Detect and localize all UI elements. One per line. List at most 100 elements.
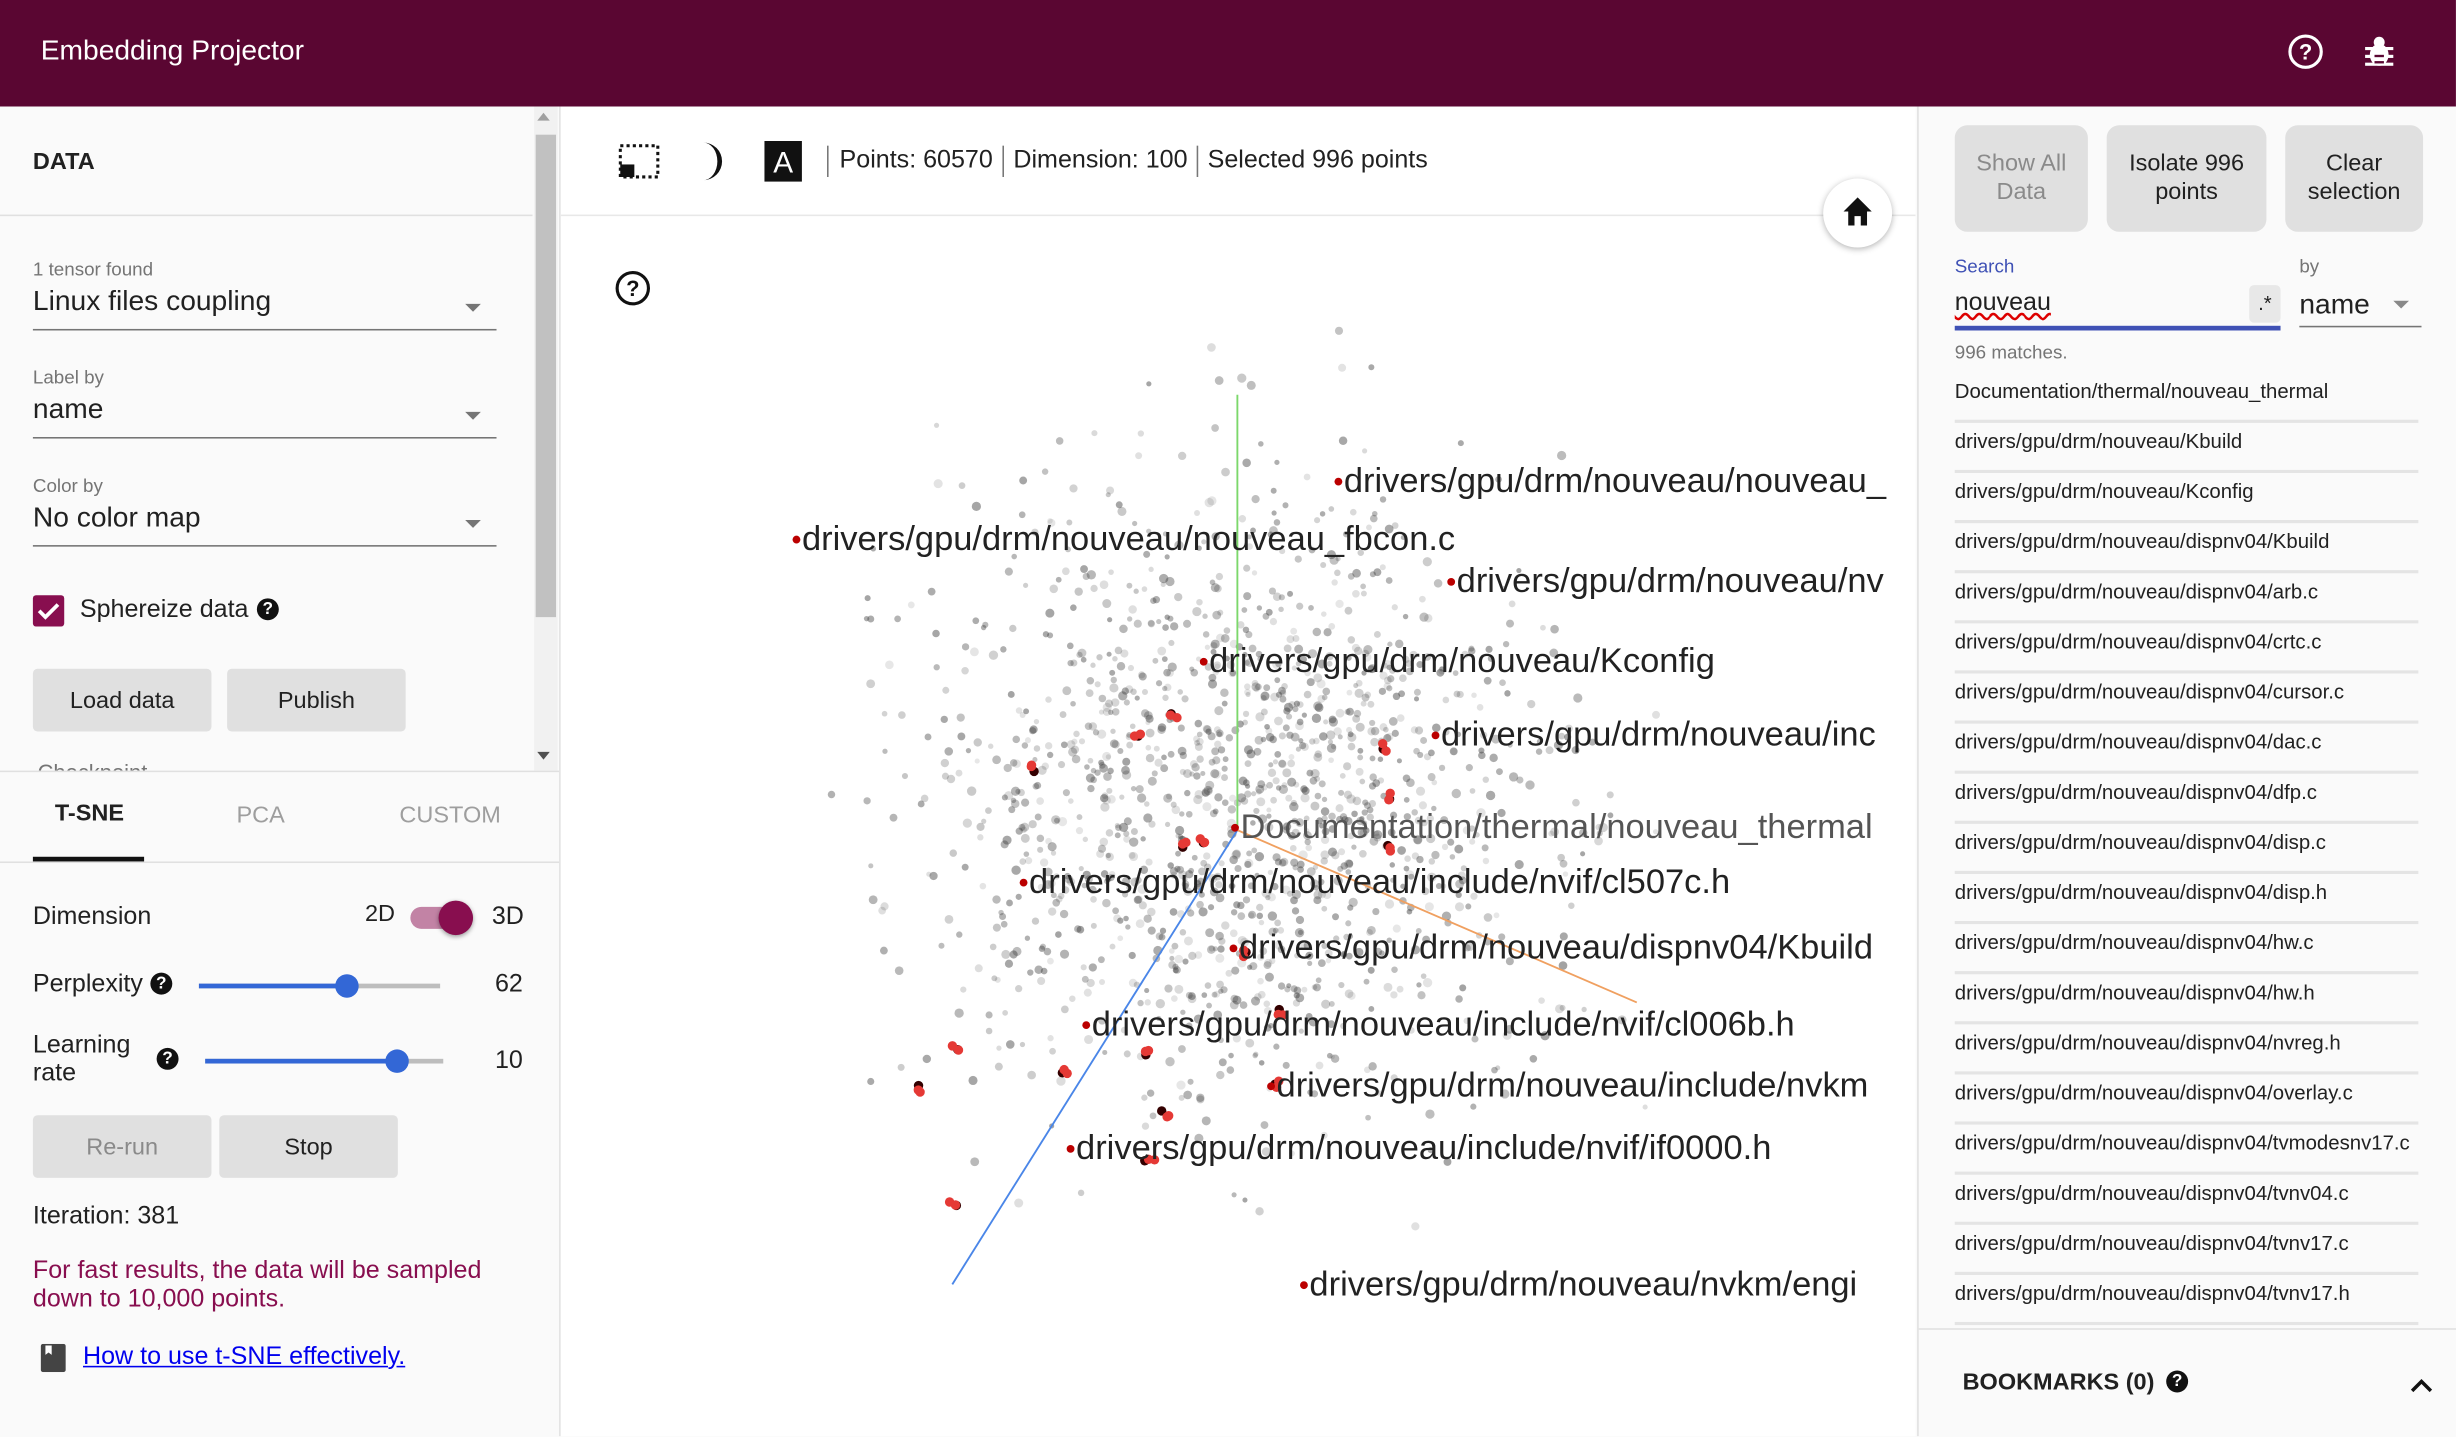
- data-point[interactable]: [1017, 788, 1025, 797]
- data-point[interactable]: [1242, 458, 1251, 468]
- data-point[interactable]: [1320, 1131, 1328, 1139]
- data-point[interactable]: [1293, 781, 1300, 788]
- data-point[interactable]: [1414, 816, 1423, 825]
- data-point[interactable]: [1507, 742, 1513, 748]
- data-point[interactable]: [1307, 960, 1313, 966]
- search-result-item[interactable]: drivers/gpu/drm/nouveau/dispnv04/arb.c: [1954, 572, 2419, 624]
- data-point[interactable]: [1471, 692, 1477, 698]
- data-point[interactable]: [1047, 632, 1054, 639]
- data-point[interactable]: [1333, 935, 1340, 942]
- data-point[interactable]: [1055, 437, 1064, 445]
- data-point[interactable]: [1194, 739, 1201, 746]
- select-region-icon[interactable]: [618, 144, 660, 179]
- data-point[interactable]: [1558, 961, 1568, 970]
- data-point[interactable]: [1031, 917, 1040, 925]
- data-point[interactable]: [1279, 689, 1287, 697]
- data-point[interactable]: [1211, 991, 1218, 998]
- data-point[interactable]: [1274, 677, 1281, 684]
- data-point[interactable]: [1320, 561, 1327, 568]
- data-point[interactable]: [1343, 933, 1350, 941]
- chevron-up-icon[interactable]: [2409, 1375, 2434, 1394]
- data-point[interactable]: [1200, 770, 1206, 777]
- data-point[interactable]: [1328, 757, 1334, 764]
- data-point[interactable]: [1191, 763, 1200, 772]
- data-point[interactable]: [1456, 690, 1464, 699]
- point-label[interactable]: drivers/gpu/drm/nouveau/nouveau_: [1334, 460, 1887, 500]
- data-point[interactable]: [1135, 785, 1144, 794]
- data-point[interactable]: [1368, 1062, 1377, 1071]
- data-point[interactable]: [1172, 963, 1179, 970]
- data-point[interactable]: [1347, 904, 1354, 911]
- data-point[interactable]: [1314, 703, 1324, 712]
- data-point[interactable]: [1218, 937, 1226, 945]
- data-point[interactable]: [1508, 772, 1519, 782]
- data-point[interactable]: [1102, 1049, 1108, 1055]
- data-point[interactable]: [1295, 660, 1302, 667]
- data-point[interactable]: [1217, 746, 1226, 754]
- data-point[interactable]: [1214, 726, 1221, 733]
- data-point[interactable]: [1222, 756, 1229, 763]
- data-point[interactable]: [1274, 459, 1280, 465]
- data-point[interactable]: [1417, 751, 1424, 758]
- data-point[interactable]: [1221, 774, 1229, 781]
- data-point[interactable]: [1291, 828, 1300, 837]
- search-by-select[interactable]: name: [2299, 282, 2422, 328]
- data-point[interactable]: [1232, 995, 1242, 1005]
- data-point[interactable]: [1085, 689, 1094, 698]
- data-point[interactable]: [1273, 1043, 1280, 1050]
- data-point[interactable]: [1221, 799, 1229, 807]
- data-point[interactable]: [1318, 878, 1325, 886]
- data-point[interactable]: [1175, 850, 1181, 857]
- data-point[interactable]: [1282, 826, 1291, 834]
- data-point[interactable]: [1351, 643, 1360, 652]
- data-point[interactable]: [1174, 954, 1184, 964]
- data-point[interactable]: [1078, 738, 1086, 745]
- data-point[interactable]: [1000, 920, 1008, 928]
- data-point[interactable]: [1375, 1090, 1382, 1096]
- data-point[interactable]: [1082, 836, 1089, 843]
- search-result-item[interactable]: drivers/gpu/drm/nouveau/dispnv04/disp.h: [1954, 872, 2419, 925]
- selected-point[interactable]: [1165, 710, 1176, 720]
- data-point[interactable]: [1242, 710, 1250, 717]
- data-point[interactable]: [1362, 799, 1369, 806]
- data-point[interactable]: [1103, 772, 1112, 781]
- data-point[interactable]: [1055, 895, 1063, 903]
- data-point[interactable]: [1059, 949, 1070, 959]
- data-point[interactable]: [1286, 635, 1295, 644]
- data-point[interactable]: [1109, 943, 1116, 950]
- data-point[interactable]: [1272, 853, 1281, 862]
- data-point[interactable]: [1349, 508, 1357, 516]
- data-point[interactable]: [1288, 754, 1295, 760]
- data-point[interactable]: [946, 774, 956, 784]
- data-point[interactable]: [1308, 605, 1314, 611]
- data-point[interactable]: [1244, 659, 1250, 666]
- data-point[interactable]: [1257, 780, 1266, 789]
- data-point[interactable]: [1325, 652, 1334, 661]
- data-point[interactable]: [924, 733, 932, 741]
- data-point[interactable]: [1357, 747, 1364, 754]
- data-point[interactable]: [1496, 768, 1503, 776]
- data-point[interactable]: [1361, 649, 1370, 658]
- data-point[interactable]: [1399, 674, 1407, 683]
- data-point[interactable]: [1275, 660, 1282, 668]
- data-point[interactable]: [1203, 852, 1211, 860]
- data-point[interactable]: [1559, 859, 1568, 868]
- data-point[interactable]: [1291, 817, 1298, 825]
- data-point[interactable]: [1071, 754, 1081, 764]
- data-point[interactable]: [1351, 810, 1358, 818]
- data-point[interactable]: [1379, 496, 1387, 503]
- data-point[interactable]: [1196, 755, 1204, 763]
- data-point[interactable]: [1352, 568, 1361, 578]
- data-point[interactable]: [1598, 822, 1608, 833]
- data-point[interactable]: [1137, 999, 1144, 1007]
- data-point[interactable]: [1251, 494, 1260, 504]
- data-point[interactable]: [1015, 788, 1021, 795]
- data-point[interactable]: [1297, 701, 1304, 708]
- data-point[interactable]: [1002, 1010, 1009, 1016]
- data-point[interactable]: [1134, 695, 1140, 701]
- data-point[interactable]: [1076, 925, 1085, 934]
- data-point[interactable]: [1392, 692, 1401, 701]
- data-point[interactable]: [1094, 769, 1101, 776]
- data-point[interactable]: [1413, 688, 1421, 696]
- data-point[interactable]: [1090, 922, 1097, 929]
